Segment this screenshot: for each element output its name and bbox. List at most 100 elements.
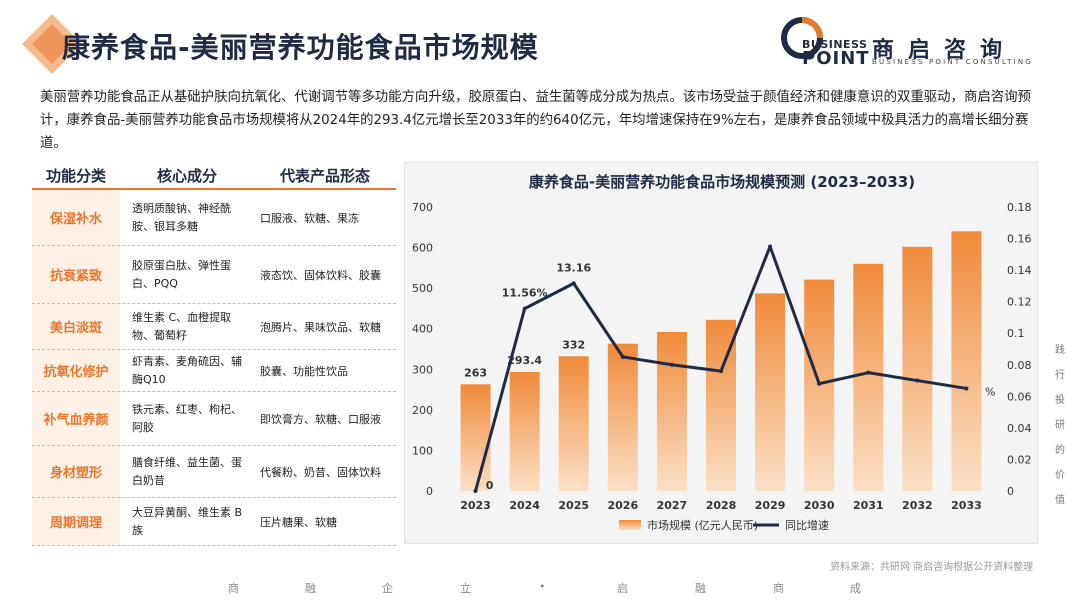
company-logo: BUSINESS POINT 商启咨询 BUSINESS POINT CONSU… — [780, 14, 1080, 70]
footer-char: 融 — [695, 582, 706, 595]
logo-subtitle: BUSINESS POINT CONSULTING — [872, 58, 1033, 66]
table-row: 身材塑形 膳食纤维、益生菌、蛋白奶昔 代餐粉、奶昔、固体饮料 — [32, 446, 396, 498]
y-right-tick-label: 0.06 — [1007, 390, 1032, 403]
growth-point — [915, 378, 920, 383]
line-data-label: 11.56% — [502, 287, 548, 300]
x-tick-label: 2033 — [951, 499, 982, 512]
table-row: 抗衰紧致 胶原蛋白肽、弹性蛋白、PQQ 液态饮、固体饮料、胶囊 — [32, 246, 396, 304]
market-size-chart: 康养食品-美丽营养功能食品市场规模预测 (2023–2033) 0 100 200 30… — [412, 173, 1032, 532]
footer-char: 商 — [228, 582, 239, 595]
category-cell: 抗氧化修护 — [32, 350, 120, 391]
footer-slogan: 商 融 企 立 • 启 融 商 成 — [0, 580, 1080, 600]
table-row: 周期调理 大豆异黄酮、维生素 B 族 压片糖果、软糖 — [32, 498, 396, 546]
growth-point — [571, 281, 576, 286]
footer-char: 成 — [850, 582, 861, 595]
bar — [607, 343, 638, 491]
category-cell: 补气血养颜 — [32, 392, 120, 445]
header-ingredients: 核心成分 — [156, 166, 217, 185]
table-row: 美白淡斑 维生素 C、血橙提取物、葡萄籽 泡腾片、果味饮品、软糖 — [32, 304, 396, 350]
y-left-tick-label: 700 — [412, 201, 433, 214]
ingredients-cell: 透明质酸钠、神经酰胺、银耳多糖 — [132, 201, 231, 233]
table-row: 保湿补水 透明质酸钠、神经酰胺、银耳多糖 口服液、软糖、果冻 — [32, 190, 396, 246]
y-left-tick-label: 600 — [412, 242, 433, 255]
growth-point — [817, 381, 822, 386]
y-left-tick-label: 300 — [412, 363, 433, 376]
vertical-slogan: 践行投研的价值 — [1055, 345, 1065, 506]
y-left-tick-label: 500 — [412, 282, 433, 295]
bar — [902, 246, 933, 491]
logo-text-point: POINT — [802, 48, 870, 69]
category-cell: 周期调理 — [32, 498, 120, 545]
y-right-tick-label: 0.08 — [1007, 359, 1032, 372]
x-tick-label: 2031 — [853, 499, 884, 512]
ingredients-cell: 大豆异黄酮、维生素 B 族 — [132, 505, 243, 537]
ingredients-cell: 铁元素、红枣、枸杞、阿胶 — [132, 402, 242, 434]
line-data-label: 0 — [486, 479, 494, 492]
forms-cell: 泡腾片、果味饮品、软糖 — [260, 320, 381, 334]
category-cell: 身材塑形 — [32, 446, 120, 497]
ingredients-cell: 胶原蛋白肽、弹性蛋白、PQQ — [132, 258, 231, 290]
forms-cell: 口服液、软糖、果冻 — [260, 211, 359, 225]
y-left-tick-label: 0 — [426, 485, 433, 498]
chart-panel: 康养食品-美丽营养功能食品市场规模预测 (2023–2033) 0 100 200 30… — [404, 162, 1038, 544]
growth-point — [964, 386, 969, 391]
legend-bar-swatch — [619, 520, 641, 530]
source-note: 资料来源：共研网 商启咨询根据公开资料整理 — [830, 562, 1034, 573]
legend-line-label: 同比增速 — [785, 518, 829, 532]
growth-point — [866, 370, 871, 375]
y-right-tick-label: 0.12 — [1007, 296, 1032, 309]
header-category: 功能分类 — [45, 166, 106, 185]
bar — [558, 356, 589, 491]
line-data-label: 13.16 — [556, 261, 591, 274]
footer-char: 企 — [382, 582, 393, 595]
table-row: 抗氧化修护 虾青素、麦角硫因、辅酶Q10 胶囊、功能性饮品 — [32, 350, 396, 392]
growth-point — [669, 362, 674, 367]
bar — [755, 293, 786, 491]
bar — [853, 263, 884, 491]
x-tick-label: 2027 — [657, 499, 688, 512]
y-right-tick-label: 0.04 — [1007, 422, 1032, 435]
logo-text-business: BUSINESS — [802, 38, 868, 51]
forms-cell: 即饮膏方、软糖、口服液 — [260, 412, 381, 426]
stray-percent-label: % — [985, 386, 995, 399]
logo-text-chinese: 商启咨询 — [872, 38, 1017, 63]
growth-point — [620, 354, 625, 359]
y-right-tick-label: 0.1 — [1007, 327, 1025, 340]
table-row: 补气血养颜 铁元素、红枣、枸杞、阿胶 即饮膏方、软糖、口服液 — [32, 392, 396, 446]
bar-data-label: 293.4 — [507, 354, 542, 367]
x-tick-label: 2024 — [509, 499, 540, 512]
growth-point — [522, 306, 527, 311]
category-cell: 保湿补水 — [32, 190, 120, 245]
x-tick-label: 2023 — [460, 499, 491, 512]
ingredient-table: 功能分类 核心成分 代表产品形态 保湿补水 透明质酸钠、神经酰胺、银耳多糖 口服液、… — [32, 162, 396, 546]
y-right-tick-label: 0.18 — [1007, 201, 1032, 214]
x-tick-label: 2030 — [804, 499, 835, 512]
y-left-tick-label: 100 — [412, 444, 433, 457]
page-title: 康养食品-美丽营养功能食品市场规模 — [62, 31, 539, 64]
footer-char: 商 — [773, 582, 784, 595]
bar — [656, 331, 687, 491]
table-body: 保湿补水 透明质酸钠、神经酰胺、银耳多糖 口服液、软糖、果冻抗衰紧致 胶原蛋白肽、弹性… — [32, 190, 396, 546]
x-tick-label: 2028 — [706, 499, 737, 512]
bar-data-label: 263 — [464, 366, 487, 379]
x-tick-label: 2025 — [558, 499, 589, 512]
x-tick-label: 2032 — [902, 499, 933, 512]
category-cell: 美白淡斑 — [32, 304, 120, 349]
ingredients-cell: 膳食纤维、益生菌、蛋白奶昔 — [132, 455, 242, 487]
bar — [951, 231, 982, 491]
y-right-tick-label: 0.16 — [1007, 233, 1032, 246]
growth-point — [473, 489, 478, 493]
corner-decoration — [22, 14, 82, 74]
bar — [460, 384, 491, 491]
header-forms: 代表产品形态 — [279, 166, 370, 185]
chart-title: 康养食品-美丽营养功能食品市场规模预测 (2023–2033) — [529, 173, 915, 191]
y-right-tick-label: 0 — [1007, 485, 1014, 498]
y-right-tick-label: 0.02 — [1007, 453, 1032, 466]
x-tick-label: 2029 — [755, 499, 786, 512]
x-tick-label: 2026 — [608, 499, 639, 512]
forms-cell: 代餐粉、奶昔、固体饮料 — [260, 465, 381, 479]
y-left-tick-label: 400 — [412, 323, 433, 336]
bar-data-label: 332 — [562, 338, 585, 351]
growth-point — [719, 369, 723, 374]
ingredients-cell: 虾青素、麦角硫因、辅酶Q10 — [132, 354, 242, 386]
